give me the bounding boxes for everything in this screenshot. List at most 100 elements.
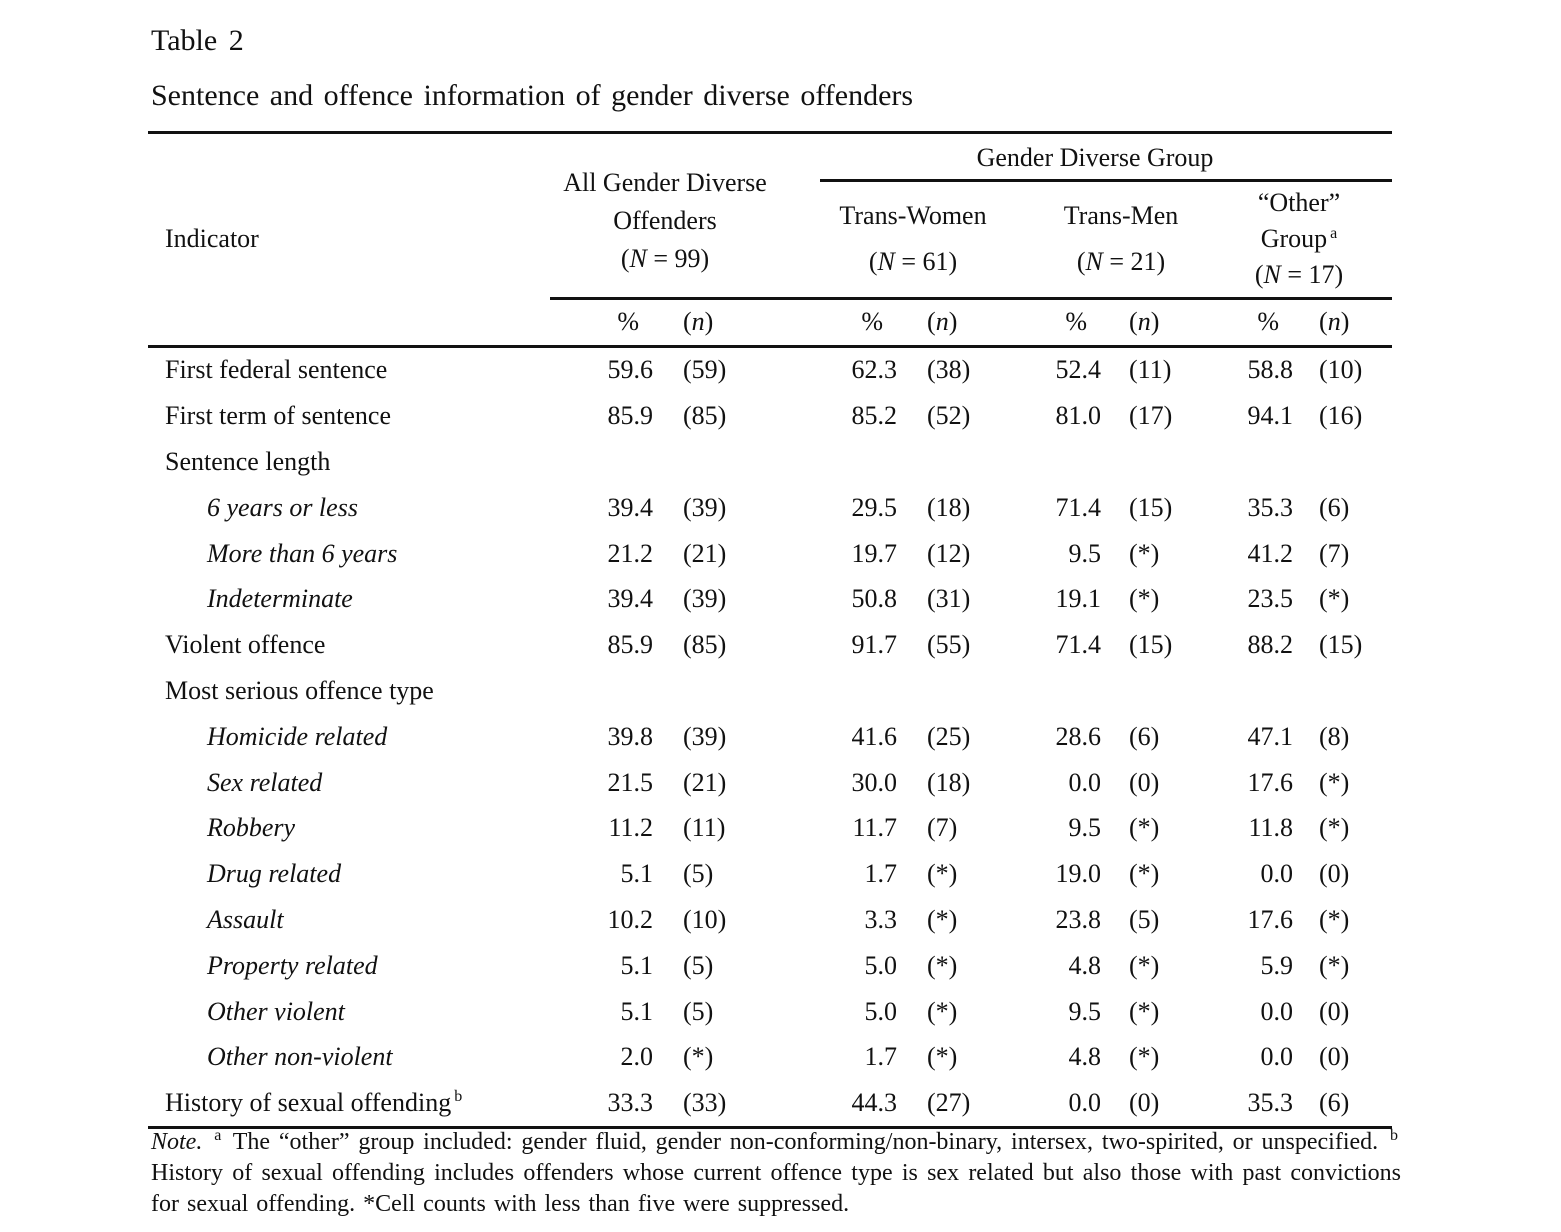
count-cell: (*) [1129,1042,1160,1072]
column-header-all-gender-diverse: All Gender Diverse Offenders (N = 99) [563,168,767,274]
table-row: History of sexual offending b 33.3 (33) 44.3… [148,1080,1393,1130]
percent-cell: 5.1 [620,859,654,889]
column-header-gender-diverse-group: Gender Diverse Group [798,133,1393,183]
count-header: (n) [897,296,1029,348]
column-header-trans-women: Trans-Women (N = 61) [839,201,987,277]
percent-cell: 28.6 [1055,721,1102,751]
count-cell: (6) [1293,1080,1393,1130]
percent-cell: 71.4 [1055,630,1102,660]
table-row: Most serious offence type [148,668,1392,714]
count-cell: (*) [1319,904,1350,934]
count-cell: (*) [1129,813,1160,843]
percent-cell: 0.0 [1260,859,1294,889]
indicator-cell: Violent offence [165,630,326,660]
percent-cell: 11.7 [852,813,898,843]
table-row: Violent offence 85.9 (85) 91.7 (55) 71.4 (15) 8… [148,622,1392,668]
column-header-other-group: “Other” Group a (N = 17) [1254,188,1344,290]
percent-cell: 19.1 [1055,584,1102,614]
percent-cell: 2.0 [620,1042,654,1072]
percent-cell: 35.3 [1228,1080,1294,1130]
table-caption: Sentence and offence information of gend… [151,79,914,112]
header-row-top: Indicator All Gender Diverse Offenders (… [148,132,1393,348]
percent-header: % [1228,296,1294,348]
count-cell: (52) [927,401,971,431]
percent-cell: 91.7 [851,630,898,660]
count-cell: (5) [1129,904,1160,934]
indicator-cell: Sentence length [165,446,331,476]
percent-cell: 5.9 [1260,950,1294,980]
percent-cell: 5.0 [864,950,898,980]
count-cell: (15) [1129,630,1173,660]
count-cell: (*) [927,859,958,889]
count-cell: (*) [1129,996,1160,1026]
indicator-column-header: Indicator [148,132,550,348]
percent-cell: 41.6 [851,721,898,751]
count-cell [1293,668,1392,714]
percent-cell [798,439,897,485]
count-cell: (*) [927,904,958,934]
indicator-cell: First term of sentence [165,401,391,431]
count-cell: (18) [927,492,971,522]
count-cell: (17) [1129,401,1173,431]
indicator-cell: Robbery [207,813,296,843]
table-header: Indicator All Gender Diverse Offenders (… [148,132,1393,348]
indicator-cell: Other non-violent [207,1042,393,1072]
count-cell: (18) [927,767,971,797]
percent-cell: 17.6 [1247,904,1294,934]
count-cell: (39) [683,584,727,614]
indicator-cell: More than 6 years [207,538,398,568]
count-cell: (11) [683,813,726,843]
percent-header: % [798,296,898,348]
percent-cell [1228,668,1293,714]
percent-cell: 9.5 [1068,538,1102,568]
percent-cell: 0.0 [1260,996,1294,1026]
percent-cell: 21.5 [607,767,654,797]
count-header: (n) [1101,296,1229,348]
count-header: (n) [653,296,799,348]
percent-cell: 85.9 [607,401,654,431]
count-cell: (31) [927,584,971,614]
count-cell: (5) [683,859,714,889]
count-cell: (6) [1129,721,1160,751]
count-cell: (*) [1319,950,1350,980]
sample-size: (N = 17) [1254,260,1344,290]
percent-cell: 58.8 [1247,355,1294,385]
percent-cell: 81.0 [1055,401,1102,431]
percent-cell: 44.3 [798,1080,898,1130]
data-table: Indicator All Gender Diverse Offenders (… [148,131,1393,1130]
count-cell: (0) [1129,767,1160,797]
table-row: Assault 10.2 (10) 3.3 (*) 23.8 (5) 17.6 (*) [148,897,1392,943]
percent-header: % [1028,296,1102,348]
count-cell: (6) [1319,492,1350,522]
count-cell: (33) [653,1080,799,1130]
count-cell: (7) [1319,538,1350,568]
percent-cell [798,668,897,714]
sample-size: (N = 99) [620,244,710,274]
count-cell: (25) [927,721,971,751]
percent-cell: 50.8 [851,584,898,614]
table-row: Drug related 5.1 (5) 1.7 (*) 19.0 (*) 0.0 (0) [148,851,1392,897]
count-cell: (0) [1319,1042,1350,1072]
count-cell: (21) [683,538,727,568]
count-cell: (*) [927,950,958,980]
percent-cell: 21.2 [607,538,654,568]
table-row: Homicide related 39.8 (39) 41.6 (25) 28.6 (6) 4… [148,714,1392,760]
count-cell: (7) [927,813,958,843]
table-row: Property related 5.1 (5) 5.0 (*) 4.8 (*) 5.9 (*) [148,943,1392,989]
percent-cell: 5.1 [620,996,654,1026]
count-cell: (11) [1129,355,1172,385]
count-cell: (85) [683,401,727,431]
note-text-a: The “other” group included: gender fluid… [232,1129,1379,1155]
percent-cell: 29.5 [851,492,898,522]
indicator-cell: Homicide related [207,721,388,751]
count-cell: (16) [1319,401,1363,431]
indicator-cell: Drug related [207,859,342,889]
table-row: Sentence length [148,439,1392,485]
percent-cell [550,439,653,485]
count-cell: (*) [1129,584,1160,614]
table-row: Sex related 21.5 (21) 30.0 (18) 0.0 (0) 17.6 (*) [148,760,1392,806]
indicator-cell: Assault [207,904,284,934]
count-cell: (27) [897,1080,1029,1130]
percent-cell [1028,668,1101,714]
table-row: Robbery 11.2 (11) 11.7 (7) 9.5 (*) 11.8 (*) [148,805,1392,851]
